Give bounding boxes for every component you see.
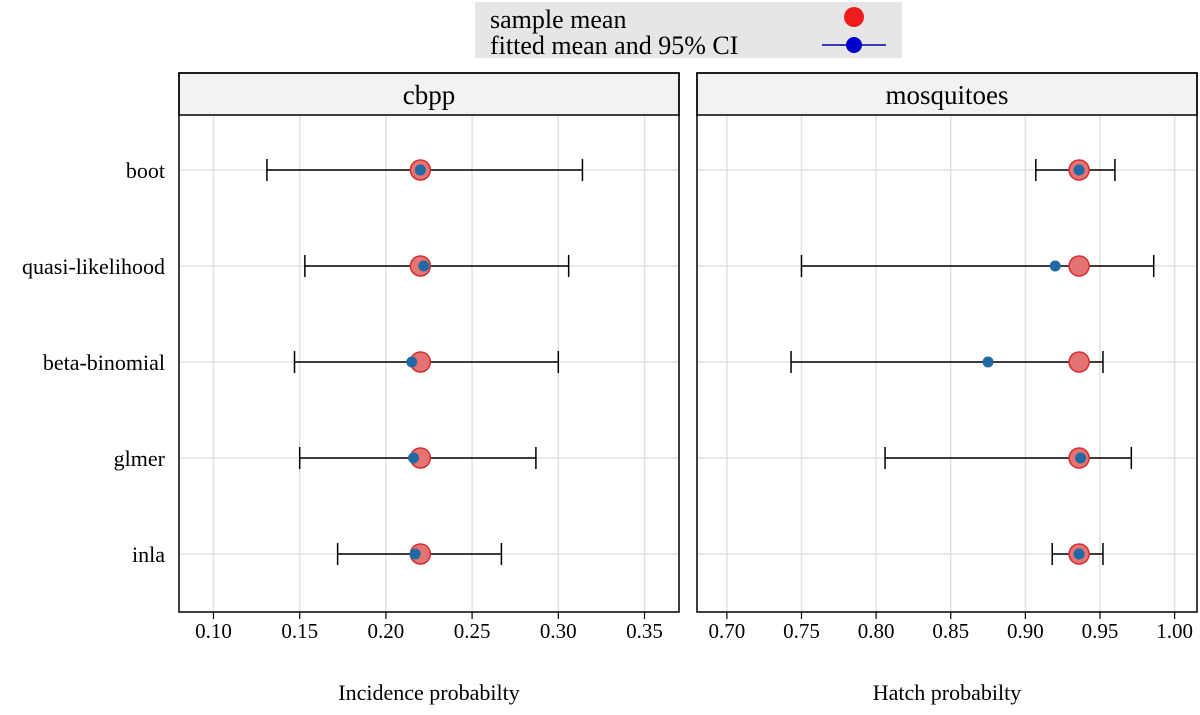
x-tick-label: 0.85 [932, 619, 969, 643]
x-tick-label: 0.35 [626, 619, 663, 643]
category-label-inla: inla [132, 542, 165, 567]
fitted-mean-point-boot [414, 164, 426, 176]
category-label-quasi-likelihood: quasi-likelihood [22, 254, 165, 279]
legend-sample-mean-marker [844, 7, 864, 27]
fitted-mean-point-inla [409, 548, 421, 560]
panel-frame-mosquitoes [696, 72, 1198, 613]
x-axis-label: Hatch probabilty [873, 680, 1021, 705]
x-tick-label: 0.75 [783, 619, 820, 643]
sample-mean-point-quasi-likelihood [1068, 255, 1090, 277]
legend-label-sample-mean: sample mean [490, 5, 626, 34]
panel-mosquitoes: mosquitoes 0.70 0.75 0.80 0.85 0.90 0.95 1.00 Ha… [696, 72, 1198, 705]
panel-title: mosquitoes [885, 80, 1008, 110]
panel-cbpp: cbpp 0.10 0.15 0.20 0.25 0.30 0.35 Incidence pr… [178, 72, 680, 705]
fitted-mean-point-inla [1073, 548, 1085, 560]
x-tick-label: 0.15 [281, 619, 318, 643]
x-tick-label: 0.70 [708, 619, 745, 643]
legend-background [475, 2, 902, 58]
x-tick-label: 0.10 [195, 619, 232, 643]
fitted-mean-point-beta-binomial [982, 356, 994, 368]
x-tick-label: 0.30 [540, 619, 577, 643]
panel-frame-cbpp [178, 72, 680, 613]
fitted-mean-point-quasi-likelihood [1049, 260, 1061, 272]
fitted-mean-point-boot [1073, 164, 1085, 176]
x-tick-label: 1.00 [1156, 619, 1193, 643]
category-labels: boot quasi-likelihood beta-binomial glmer in… [22, 158, 166, 567]
legend-fitted-marker [846, 37, 862, 53]
sample-mean-point-beta-binomial [1068, 351, 1090, 373]
fitted-mean-point-glmer [1075, 452, 1087, 464]
legend-label-fitted: fitted mean and 95% CI [490, 31, 738, 60]
fitted-mean-point-glmer [407, 452, 419, 464]
x-tick-label: 0.80 [858, 619, 895, 643]
legend: sample mean fitted mean and 95% CI [475, 2, 902, 60]
fitted-mean-point-quasi-likelihood [418, 260, 430, 272]
x-tick-label: 0.95 [1082, 619, 1119, 643]
panel-title: cbpp [403, 80, 455, 110]
category-label-boot: boot [126, 158, 165, 183]
x-tick-label: 0.90 [1007, 619, 1044, 643]
x-tick-label: 0.25 [454, 619, 491, 643]
x-axis-label: Incidence probabilty [338, 680, 519, 705]
category-label-beta-binomial: beta-binomial [43, 350, 165, 375]
fitted-mean-point-beta-binomial [406, 356, 418, 368]
x-tick-label: 0.20 [368, 619, 405, 643]
category-label-glmer: glmer [114, 446, 166, 471]
